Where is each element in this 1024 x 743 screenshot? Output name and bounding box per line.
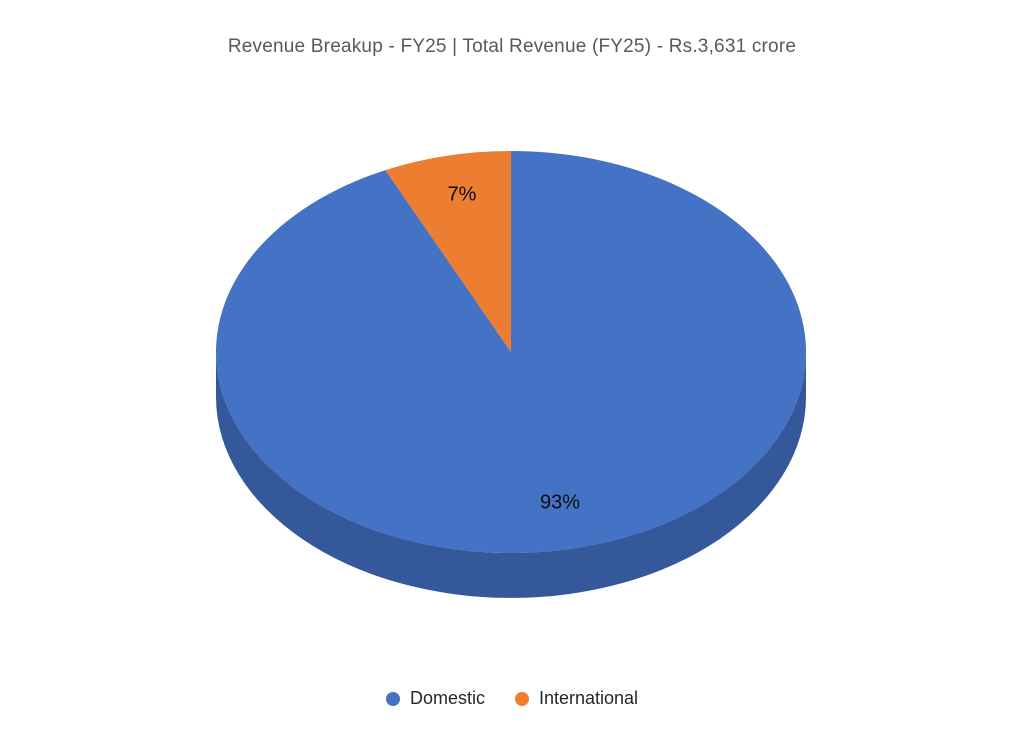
data-label-domestic: 93%: [539, 491, 581, 514]
data-label-international: 7%: [447, 183, 477, 206]
pie-side-domestic: [216, 352, 806, 598]
legend-item-domestic: Domestic: [385, 688, 485, 709]
legend: Domestic International: [0, 688, 1024, 709]
legend-marker-domestic-icon: [385, 691, 400, 706]
legend-label-domestic: Domestic: [409, 688, 485, 708]
legend-item-international: International: [514, 688, 639, 709]
chart-title: Revenue Breakup - FY25 | Total Revenue (…: [227, 36, 797, 57]
legend-label-international: International: [538, 688, 639, 708]
legend-marker-international-icon: [514, 691, 529, 706]
pie-slice-international: [385, 151, 511, 352]
